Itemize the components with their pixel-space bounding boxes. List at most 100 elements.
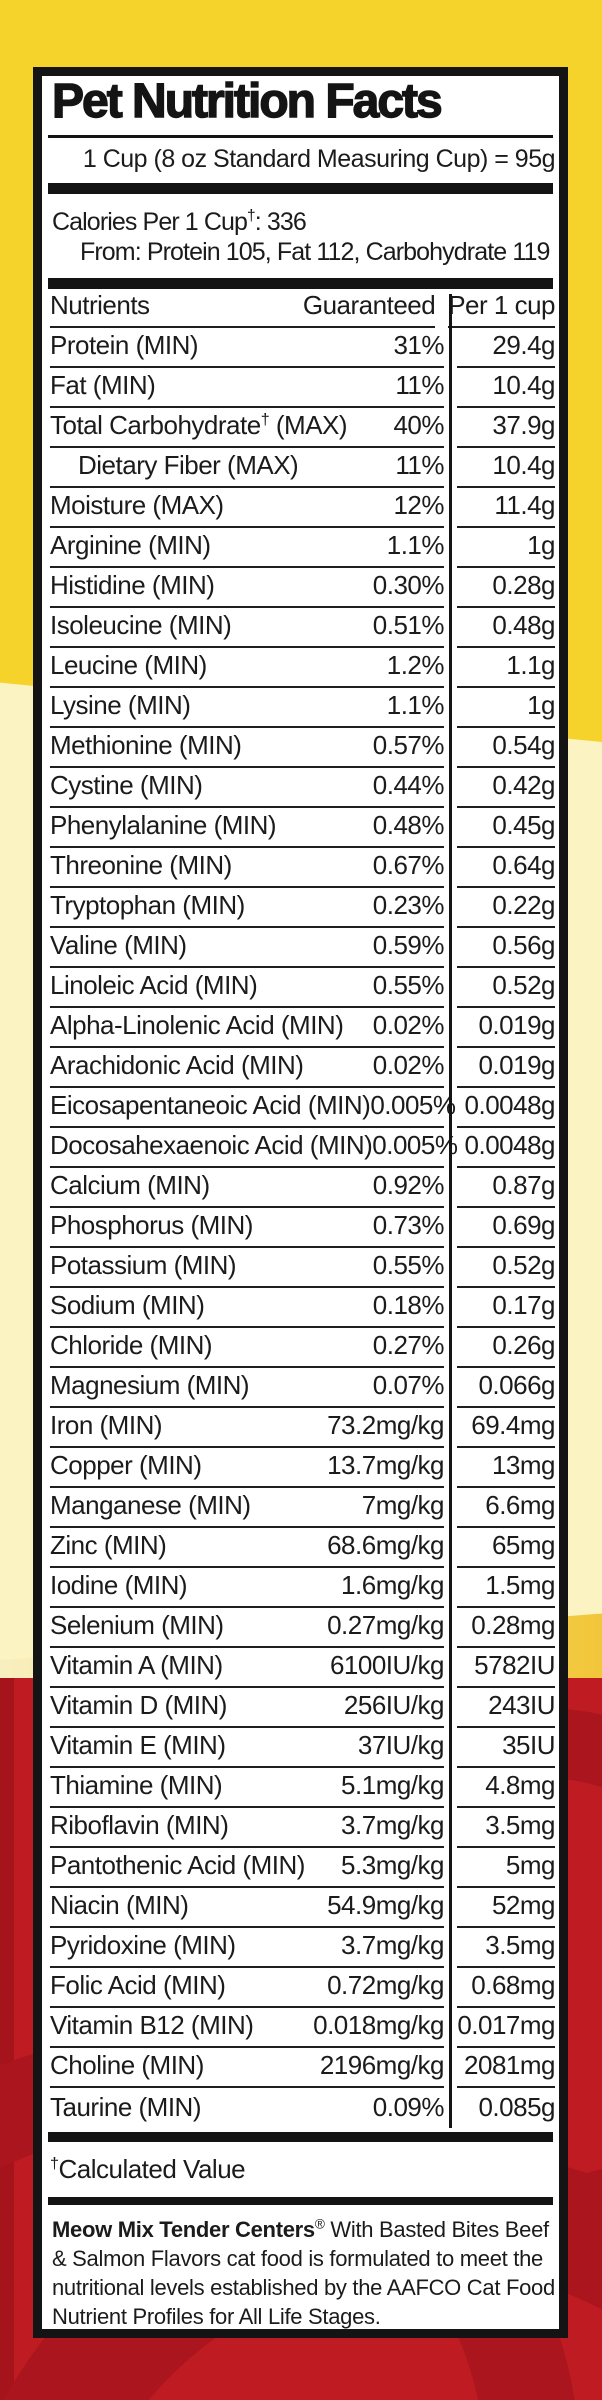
nutrient-name: Histidine (MIN): [50, 569, 215, 600]
per-cup-value: 0.64g: [457, 850, 556, 888]
brand-name: Meow Mix Tender Centers: [52, 2216, 315, 2242]
nutrient-name: Vitamin E (MIN): [50, 1729, 226, 1760]
per-cup-value: 3.5mg: [457, 1810, 556, 1848]
guaranteed-value: 1.1%: [386, 689, 445, 720]
guaranteed-value: 0.73%: [372, 1209, 445, 1240]
per-cup-value: 243IU: [457, 1690, 556, 1728]
nutrient-name: Selenium (MIN): [50, 1609, 224, 1640]
nutrient-name: Moisture (MAX): [50, 489, 224, 520]
table-header-row: Nutrients Guaranteed Per 1 cup: [42, 290, 559, 328]
divider-bar: [48, 2196, 553, 2205]
table-row: Histidine (MIN) 0.30% 0.28g: [42, 568, 559, 608]
nutrient-name: Phosphorus (MIN): [50, 1209, 253, 1240]
aafco-line: Nutrient Profiles for All Life Stages.: [52, 2303, 381, 2329]
per-cup-value: 0.48g: [457, 610, 556, 648]
header-guaranteed: Guaranteed: [302, 289, 436, 320]
calories-from-line: From: Protein 105, Fat 112, Carbohydrate…: [80, 237, 550, 266]
guaranteed-value: 0.09%: [372, 2091, 445, 2122]
per-cup-value: 0.066g: [457, 1370, 556, 1408]
nutrient-name: Fat (MIN): [50, 369, 156, 400]
guaranteed-value: 0.67%: [372, 849, 445, 880]
per-cup-value: 1g: [457, 530, 556, 568]
guaranteed-value: 0.55%: [372, 969, 445, 1000]
table-row: Arachidonic Acid (MIN) 0.02% 0.019g: [42, 1048, 559, 1088]
divider-bar: [48, 182, 553, 194]
per-cup-value: 0.085g: [478, 2091, 555, 2122]
nutrient-name: Valine (MIN): [50, 929, 187, 960]
per-cup-value: 5mg: [457, 1850, 556, 1888]
guaranteed-value: 6100IU/kg: [329, 1649, 445, 1680]
nutrient-name: Linoleic Acid (MIN): [50, 969, 258, 1000]
nutrient-name: Copper (MIN): [50, 1449, 202, 1480]
per-cup-value: 0.52g: [457, 970, 556, 1008]
nutrient-name: Riboflavin (MIN): [50, 1809, 229, 1840]
table-row: Riboflavin (MIN) 3.7mg/kg 3.5mg: [42, 1808, 559, 1848]
per-cup-value: 0.17g: [457, 1290, 556, 1328]
table-row: Fat (MIN) 11% 10.4g: [42, 368, 559, 408]
guaranteed-value: 73.2mg/kg: [327, 1409, 444, 1440]
table-row: Chloride (MIN) 0.27% 0.26g: [42, 1328, 559, 1368]
table-row: Sodium (MIN) 0.18% 0.17g: [42, 1288, 559, 1328]
per-cup-value: 0.69g: [457, 1210, 556, 1248]
per-cup-value: 65mg: [457, 1530, 556, 1568]
table-row: Copper (MIN) 13.7mg/kg 13mg: [42, 1448, 559, 1488]
nutrient-name: Total Carbohydrate† (MAX): [50, 409, 348, 440]
table-row: Cystine (MIN) 0.44% 0.42g: [42, 768, 559, 808]
aafco-line: & Salmon Flavors cat food is formulated …: [52, 2245, 543, 2271]
aafco-statement: Meow Mix Tender Centers® With Basted Bit…: [52, 2215, 555, 2331]
nutrient-name: Phenylalanine (MIN): [50, 809, 277, 840]
guaranteed-value: 40%: [393, 409, 444, 440]
nutrient-name: Vitamin A (MIN): [50, 1649, 223, 1680]
panel-title: Pet Nutrition Facts: [51, 75, 443, 128]
serving-size-line: 1 Cup (8 oz Standard Measuring Cup) = 95…: [82, 144, 556, 173]
guaranteed-value: 0.57%: [372, 729, 445, 760]
nutrient-name: Iron (MIN): [50, 1409, 163, 1440]
guaranteed-value: 13.7mg/kg: [327, 1449, 444, 1480]
divider-bar: [48, 2131, 553, 2142]
table-row: Vitamin B12 (MIN) 0.018mg/kg 0.017mg: [42, 2008, 559, 2048]
guaranteed-value: 0.55%: [372, 1249, 445, 1280]
nutrient-name: Tryptophan (MIN): [50, 889, 245, 920]
table-row: Valine (MIN) 0.59% 0.56g: [42, 928, 559, 968]
per-cup-value: 35IU: [457, 1730, 556, 1768]
nutrient-name: Magnesium (MIN): [50, 1369, 250, 1400]
table-row: Methionine (MIN) 0.57% 0.54g: [42, 728, 559, 768]
per-cup-value: 0.22g: [457, 890, 556, 928]
per-cup-value: 0.45g: [457, 810, 556, 848]
per-cup-value: 0.68mg: [457, 1970, 556, 2008]
guaranteed-value: 0.48%: [372, 809, 445, 840]
per-cup-value: 69.4mg: [457, 1410, 556, 1448]
table-row: Phosphorus (MIN) 0.73% 0.69g: [42, 1208, 559, 1248]
per-cup-value: 0.019g: [457, 1010, 556, 1048]
per-cup-value: 0.0048g: [457, 1130, 556, 1168]
column-divider: [449, 293, 452, 2128]
nutrient-name: Eicosapentaneoic Acid (MIN): [50, 1089, 371, 1120]
table-row: Total Carbohydrate† (MAX) 40% 37.9g: [42, 408, 559, 448]
per-cup-value: 0.0048g: [457, 1090, 556, 1128]
aafco-line: nutritional levels established by the AA…: [52, 2274, 555, 2300]
guaranteed-value: 54.9mg/kg: [327, 1889, 444, 1920]
divider-bar: [48, 277, 553, 289]
nutrient-name: Pyridoxine (MIN): [50, 1929, 236, 1960]
table-row: Magnesium (MIN) 0.07% 0.066g: [42, 1368, 559, 1408]
guaranteed-value: 5.3mg/kg: [341, 1849, 444, 1880]
guaranteed-value: 0.23%: [372, 889, 445, 920]
per-cup-value: 0.54g: [457, 730, 556, 768]
nutrient-name: Choline (MIN): [50, 2049, 204, 2080]
guaranteed-value: 68.6mg/kg: [327, 1529, 444, 1560]
guaranteed-value: 3.7mg/kg: [341, 1929, 444, 1960]
table-row: Choline (MIN) 2196mg/kg 2081mg: [42, 2048, 559, 2088]
per-cup-value: 52mg: [457, 1890, 556, 1928]
guaranteed-value: 0.72mg/kg: [327, 1969, 444, 2000]
nutrient-name: Potassium (MIN): [50, 1249, 237, 1280]
guaranteed-value: 0.30%: [372, 569, 445, 600]
calories-block: Calories Per 1 Cup†: 336 From: Protein 1…: [52, 208, 559, 266]
per-cup-value: 4.8mg: [457, 1770, 556, 1808]
guaranteed-value: 0.27mg/kg: [327, 1609, 444, 1640]
per-cup-value: 3.5mg: [457, 1930, 556, 1968]
table-row: Lysine (MIN) 1.1% 1g: [42, 688, 559, 728]
per-cup-value: 1.5mg: [457, 1570, 556, 1608]
table-row: Folic Acid (MIN) 0.72mg/kg 0.68mg: [42, 1968, 559, 2008]
per-cup-value: 10.4g: [457, 370, 556, 408]
